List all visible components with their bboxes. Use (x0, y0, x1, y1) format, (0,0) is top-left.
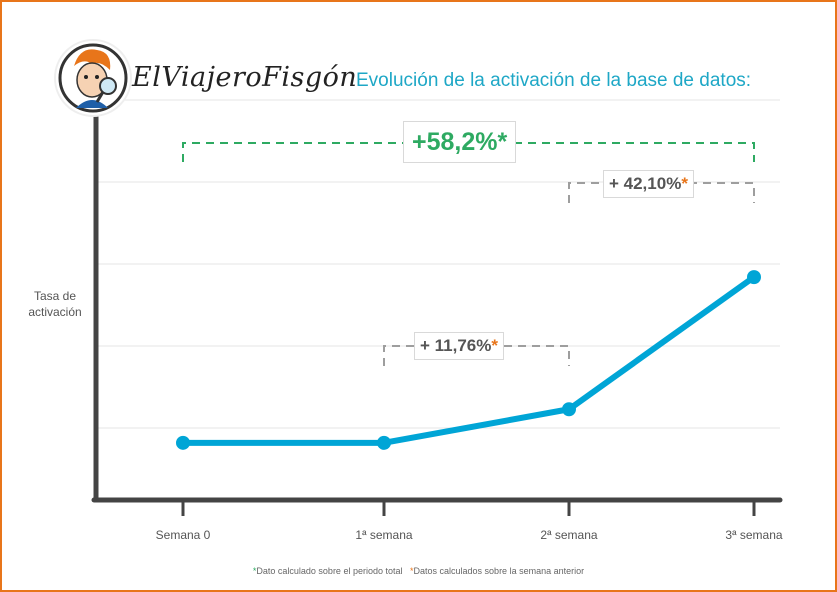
logo-eye-right (95, 75, 99, 79)
week3-change-label: + 42,10%* (603, 170, 694, 198)
data-point-2 (562, 402, 576, 417)
x-tick-label-1: 1ª semana (355, 528, 413, 542)
x-tick-label-2: 2ª semana (540, 528, 598, 542)
logo-magnifier-handle (95, 91, 105, 103)
x-tick-label-0: Semana 0 (155, 528, 211, 542)
logo-shirt (76, 100, 108, 108)
total-change-label: +58,2%* (403, 121, 517, 163)
logo-magnifier (99, 77, 117, 95)
logo-eye-left (84, 75, 88, 79)
y-axis-label: Tasa de activación (28, 289, 82, 319)
detective-cartoon-icon (54, 39, 132, 117)
brand-name: ElViajeroFisgón (132, 62, 358, 93)
series-line (180, 274, 757, 446)
week2-change-label: + 11,76%* (414, 332, 504, 360)
x-tick-label-3: 3ª semana (725, 528, 783, 542)
footnotes: *Dato calculado sobre el periodo total *… (252, 566, 585, 576)
data-point-3 (747, 270, 761, 285)
chart-title: Evolución de la activación de la base de… (356, 70, 752, 91)
data-point-0 (176, 435, 190, 450)
logo-hair (74, 49, 111, 70)
data-point-1 (377, 435, 391, 450)
